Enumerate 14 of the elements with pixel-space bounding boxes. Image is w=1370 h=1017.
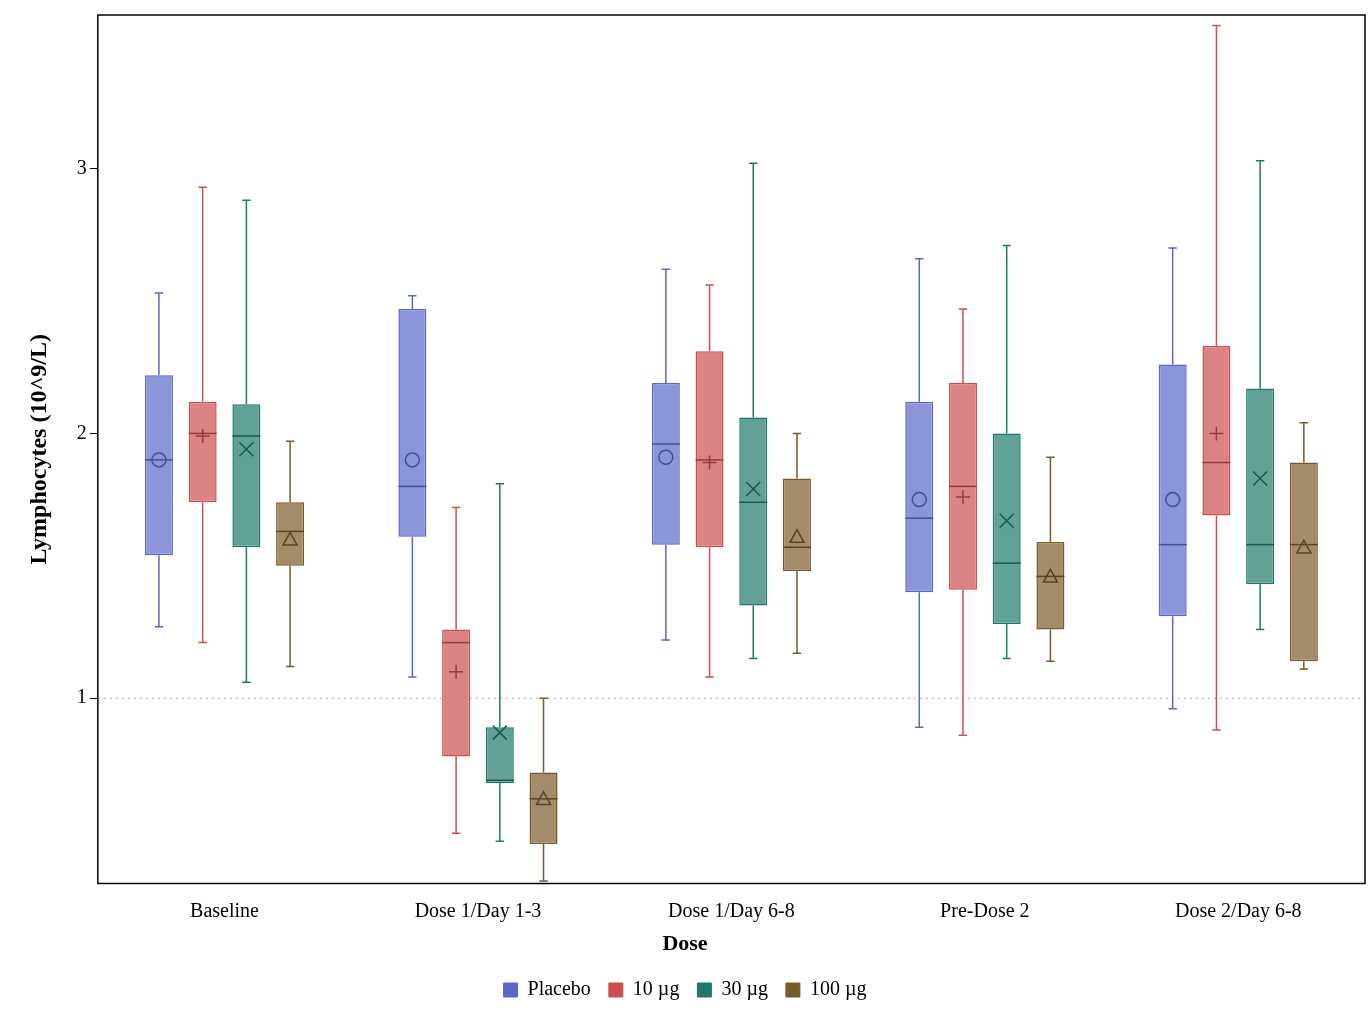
y-axis-title: Lymphocytes (10^9/L) [24, 333, 51, 565]
legend-title: Dose [662, 930, 708, 956]
legend-label: Placebo [527, 977, 591, 1000]
x-tick-label: Pre-Dose 2 [940, 898, 1030, 921]
y-tick-label: 1 [76, 685, 87, 708]
x-tick-label: Dose 2/Day 6-8 [1174, 898, 1302, 922]
x-tick-label: Dose 1/Day 1-3 [414, 898, 542, 922]
y-tick-label: 3 [76, 155, 87, 178]
legend-label: 100 µg [809, 977, 867, 1001]
legend-label: 10 µg [632, 977, 680, 1001]
y-tick-label: 2 [76, 420, 87, 443]
x-tick-label: Dose 1/Day 6-8 [668, 898, 795, 922]
legend-label: 30 µg [721, 977, 768, 1001]
x-tick-label: Baseline [190, 898, 260, 921]
